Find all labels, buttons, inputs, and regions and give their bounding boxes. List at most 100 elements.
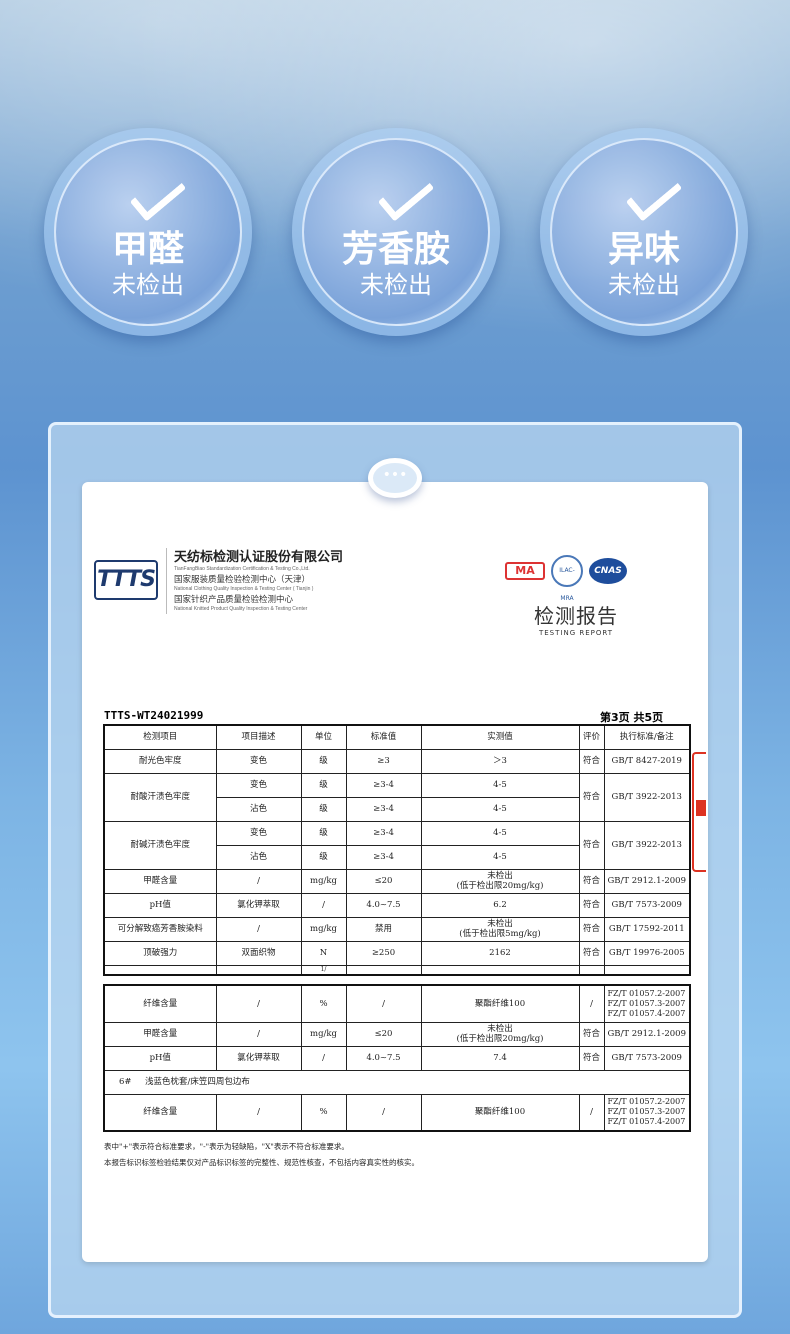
org-name: 天纺标检测认证股份有限公司 [174, 549, 344, 564]
table-cell: 4-5 [420, 796, 580, 822]
table-row: 沾色级 ≥3-4 4-5 [104, 796, 690, 822]
center1-name: 国家服装质量检验检测中心（天津） [174, 574, 311, 584]
table-row: 耐碱汗渍色牢度 变色级 ≥3-4 4-5 符合 GB/T 3922-2013 [103, 820, 691, 870]
table-cell: 耐酸汗渍色牢度 [103, 772, 217, 822]
table-cell: / [578, 1093, 605, 1132]
table-cell [603, 964, 691, 975]
center1-name-en: National Clothing Quality Inspection & T… [174, 586, 314, 592]
table-cell: 符合 [578, 892, 605, 918]
table-cell: FZ/T 01057.2-2007 FZ/T 01057.3-2007 FZ/T… [603, 984, 691, 1023]
table-header: 检测项目 项目描述 单位 标准值 实测值 评价 执行标准/备注 [103, 724, 691, 750]
table-cell: FZ/T 01057.2-2007 FZ/T 01057.3-2007 FZ/T… [603, 1093, 691, 1132]
table-cell: 未检出 (低于检出限20mg/kg) [420, 1021, 580, 1047]
table-cell: / [215, 1021, 302, 1047]
table-cell: / [215, 1093, 302, 1132]
column-header: 实测值 [420, 724, 580, 750]
badge-title: 甲醛 [111, 229, 184, 270]
table-cell: % [300, 984, 347, 1023]
table-cell: 沾色 [215, 844, 302, 870]
table-cell: 禁用 [345, 916, 422, 942]
report-number: TTTS-WT24021999 [104, 709, 204, 722]
organization-info: 天纺标检测认证股份有限公司 TianFangBiao Standardizati… [174, 546, 343, 613]
disclaimer-note: 本报告标识标签检验结果仅对产品标识标签的完整性、规范性核查，不包括内容真实性的核… [104, 1158, 419, 1167]
badge-2: 芳香胺 未检出 [292, 128, 500, 336]
table-cell: 4-5 [420, 844, 580, 870]
clip-icon: ••• [368, 458, 422, 498]
red-seal-stamp [692, 752, 706, 872]
table-cell: / [300, 892, 347, 918]
table-row: 纤维含量 /% / 聚酯纤维100/FZ/T 01057.2-2007 FZ/T 01… [103, 984, 691, 1023]
column-header: 评价 [578, 724, 605, 750]
table-cell: GB/T 8427-2019 [603, 748, 691, 774]
title-cn: 检测报告 [534, 604, 618, 628]
table-cell: 级 [300, 844, 347, 870]
table-row: 耐酸汗渍色牢度 变色级 ≥3-4 4-5 符合 GB/T 3922-2013 [103, 772, 691, 822]
org-name-en: TianFangBiao Standardization Certificati… [174, 566, 310, 572]
table-cell: mg/kg [300, 916, 347, 942]
table-cell: GB/T 7573-2009 [603, 892, 691, 918]
table-cell [345, 964, 422, 975]
table-row: 纤维含量 /% / 聚酯纤维100/FZ/T 01057.2-2007 FZ/T 01… [103, 1093, 691, 1132]
table-cell: 氯化钾萃取 [215, 892, 302, 918]
table-cell: 1/ [300, 964, 347, 975]
table-cell: 符合 [578, 868, 605, 894]
badge-1: 甲醛 未检出 [44, 128, 252, 336]
table-row: 甲醛含量 / mg/kg ≤20 未检出 (低于检出限20mg/kg) 符合 GB/T 29… [103, 868, 691, 894]
table-cell: 符合 [578, 772, 605, 822]
table-cell [578, 964, 605, 975]
badge-title: 芳香胺 [341, 229, 450, 270]
table-cell: / [345, 1093, 422, 1132]
table-cell: 耐碱汗渍色牢度 [103, 820, 217, 870]
table-cell: 符合 [578, 820, 605, 870]
center2-name: 国家针织产品质量检验检测中心 [174, 594, 294, 604]
table-cell: pH值 [103, 1045, 217, 1071]
table-cell: 沾色 [215, 796, 302, 822]
table-cell: 2162 [420, 940, 580, 966]
column-header: 检测项目 [103, 724, 217, 750]
table-row: 可分解致癌芳香胺染料 / mg/kg 禁用 未检出 (低于检出限5mg/kg) 符合 GB/… [103, 916, 691, 942]
badge-status: 未检出 [360, 271, 432, 299]
table-cell: ≥3-4 [345, 772, 422, 798]
table-cell: 级 [300, 772, 347, 798]
cma-mark: MA [505, 562, 545, 580]
table-cell: 双面织物 [215, 940, 302, 966]
table-cell: 聚酯纤维100 [420, 984, 580, 1023]
table-cell [215, 964, 302, 975]
table-cell: GB/T 3922-2013 [603, 820, 691, 870]
table-cell: 4.0~7.5 [345, 1045, 422, 1071]
table-cell: GB/T 17592-2011 [603, 916, 691, 942]
results-table-continued: 纤维含量 /% / 聚酯纤维100/FZ/T 01057.2-2007 FZ/T 01… [103, 984, 691, 1132]
table-cell: 符合 [578, 1021, 605, 1047]
table-cell: 聚酯纤维100 [420, 1093, 580, 1132]
sample-number: 6# [119, 1077, 132, 1087]
table-cell: 级 [300, 820, 347, 846]
results-table: 检测项目 项目描述 单位 标准值 实测值 评价 执行标准/备注 耐光色牢度 变色级 ≥3 ＞3 符合 G… [103, 724, 691, 976]
table-cell: 纤维含量 [103, 1093, 217, 1132]
table-cell: 纤维含量 [103, 984, 217, 1023]
table-cell: / [578, 984, 605, 1023]
table-cell: ≤20 [345, 1021, 422, 1047]
table-row: 耐光色牢度 变色级 ≥3 ＞3 符合 GB/T 8427-2019 [103, 748, 691, 774]
table-row-cut: 1/ [103, 964, 691, 975]
table-cell [420, 964, 580, 975]
column-header: 单位 [300, 724, 347, 750]
table-cell: ≥3-4 [345, 820, 422, 846]
table-cell: GB/T 2912.1-2009 [603, 1021, 691, 1047]
table-cell: % [300, 1093, 347, 1132]
table-cell: 甲醛含量 [103, 1021, 217, 1047]
cnas-mark: CNAS [589, 558, 627, 584]
table-cell: GB/T 7573-2009 [603, 1045, 691, 1071]
table-cell [103, 964, 217, 975]
ttts-logo: TTTS [94, 560, 158, 600]
table-row: pH值 氯化钾萃取/4.0~7.5 7.4 符合 GB/T 7573-2009 [103, 1045, 691, 1071]
page-indicator: 第3页 共5页 [600, 711, 664, 724]
report-title: 检测报告 TESTING REPORT [520, 600, 632, 637]
table-cell: mg/kg [300, 1021, 347, 1047]
table-cell: / [215, 916, 302, 942]
badge-status: 未检出 [608, 271, 680, 299]
table-cell: 变色 [215, 748, 302, 774]
table-cell: 符合 [578, 1045, 605, 1071]
legend-note: 表中"+"表示符合标准要求，"-"表示为轻缺陷，"X"表示不符合标准要求。 [104, 1142, 349, 1151]
table-cell: 4-5 [420, 820, 580, 846]
table-cell: 级 [300, 748, 347, 774]
